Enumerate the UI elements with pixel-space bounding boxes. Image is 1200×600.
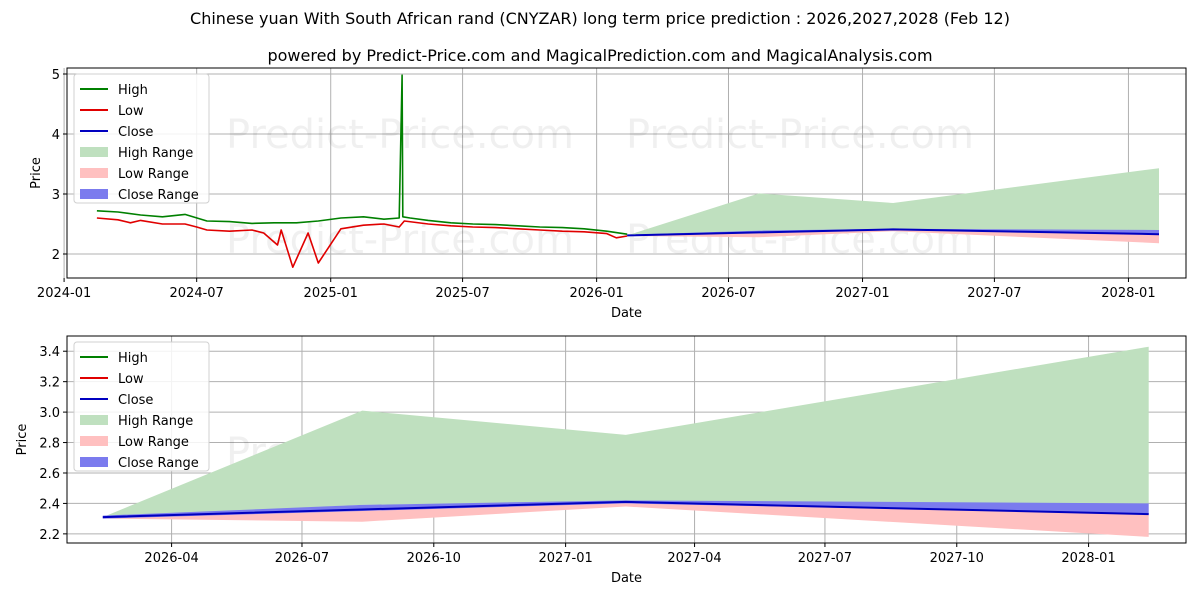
x-tick-label: 2024-01 xyxy=(37,286,91,301)
x-tick-label: 2027-01 xyxy=(835,286,889,301)
y-tick-label: 2.8 xyxy=(39,437,60,452)
legend-label-low-range: Low Range xyxy=(118,167,189,182)
legend-swatch-low-range xyxy=(80,436,108,446)
legend-label-close: Close xyxy=(118,125,153,140)
chart-subtitle: powered by Predict-Price.com and Magical… xyxy=(267,46,933,65)
x-tick-label: 2026-04 xyxy=(144,551,198,566)
legend-label-high-range: High Range xyxy=(118,414,193,429)
x-tick-label: 2026-10 xyxy=(407,551,461,566)
legend-label-close: Close xyxy=(118,393,153,408)
y-axis-label: Price xyxy=(29,157,44,189)
legend-label-close-range: Close Range xyxy=(118,188,199,203)
close-line xyxy=(102,500,1149,519)
x-tick-label: 2028-01 xyxy=(1061,551,1115,566)
x-tick-label: 2025-07 xyxy=(435,286,489,301)
y-tick-label: 2.6 xyxy=(39,467,60,482)
y-tick-label: 5 xyxy=(52,68,60,83)
plot-area xyxy=(102,346,1149,537)
legend-swatch-low-range xyxy=(80,168,108,178)
legend-swatch-high-range xyxy=(80,147,108,157)
bottom-panel: Predict-Price.comPredict-Price.com2026-0… xyxy=(15,335,1187,586)
x-axis-label: Date xyxy=(611,306,642,321)
high-line xyxy=(96,74,628,235)
y-axis-label: Price xyxy=(15,424,30,456)
x-tick-label: 2027-07 xyxy=(967,286,1021,301)
legend-label-low-range: Low Range xyxy=(118,435,189,450)
watermark: Predict-Price.com xyxy=(626,112,974,158)
legend-label-close-range: Close Range xyxy=(118,456,199,471)
y-tick-label: 2.4 xyxy=(39,497,60,512)
plot-area xyxy=(96,74,1160,268)
y-tick-label: 4 xyxy=(52,128,60,143)
axes-frame xyxy=(66,67,1187,279)
legend-swatch-close-range xyxy=(80,189,108,199)
chart-title: Chinese yuan With South African rand (CN… xyxy=(190,9,1010,28)
y-tick-label: 3.2 xyxy=(39,376,60,391)
x-tick-label: 2027-04 xyxy=(667,551,721,566)
x-tick-label: 2027-10 xyxy=(930,551,984,566)
legend-label-low: Low xyxy=(118,104,144,119)
x-tick-label: 2028-01 xyxy=(1101,286,1155,301)
legend-label-high-range: High Range xyxy=(118,146,193,161)
legend-swatch-high-range xyxy=(80,415,108,425)
x-tick-label: 2026-07 xyxy=(275,551,329,566)
x-tick-label: 2026-01 xyxy=(569,286,623,301)
x-tick-label: 2026-07 xyxy=(701,286,755,301)
y-tick-label: 3 xyxy=(52,188,60,203)
axes-frame xyxy=(66,335,1187,544)
close-range-band xyxy=(627,228,1159,236)
legend: High Low Close High Range Low Range Close Ran… xyxy=(73,341,210,472)
x-tick-label: 2024-07 xyxy=(170,286,224,301)
legend: High Low Close High Range Low Range Close Ran… xyxy=(73,73,210,204)
legend-label-low: Low xyxy=(118,372,144,387)
y-tick-label: 2.2 xyxy=(39,528,60,543)
legend-label-high: High xyxy=(118,83,148,98)
close-range-band xyxy=(102,500,1149,519)
y-tick-label: 3.0 xyxy=(39,406,60,421)
legend-label-high: High xyxy=(118,351,148,366)
low-line xyxy=(96,217,628,268)
x-tick-label: 2027-01 xyxy=(538,551,592,566)
high-range-band xyxy=(627,168,1159,236)
y-tick-label: 2 xyxy=(52,248,60,263)
x-tick-label: 2025-01 xyxy=(304,286,358,301)
x-axis-label: Date xyxy=(611,571,642,586)
y-tick-label: 3.4 xyxy=(39,345,60,360)
legend-swatch-close-range xyxy=(80,457,108,467)
top-panel: Predict-Price.com Predict-Price.comPredic… xyxy=(29,67,1187,321)
x-tick-label: 2027-07 xyxy=(798,551,852,566)
high-range-band xyxy=(102,346,1149,518)
close-line xyxy=(627,228,1160,237)
